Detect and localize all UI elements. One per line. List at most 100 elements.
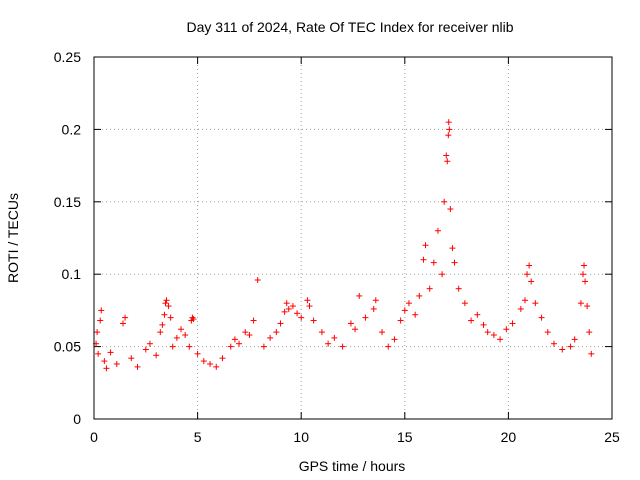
data-point	[219, 355, 226, 362]
y-tick-label: 0.2	[62, 121, 82, 137]
data-point	[447, 206, 454, 213]
data-point	[577, 300, 584, 307]
x-tick-label: 10	[293, 429, 309, 445]
data-point	[347, 320, 354, 327]
data-point	[94, 329, 101, 336]
point-layer	[93, 119, 595, 372]
data-point	[567, 343, 574, 350]
data-point	[503, 326, 510, 333]
data-point	[521, 297, 528, 304]
data-point	[250, 317, 257, 324]
data-point	[401, 307, 408, 314]
data-point	[439, 271, 446, 278]
y-axis-label: ROTI / TECUs	[5, 193, 21, 283]
data-point	[444, 158, 451, 165]
data-point	[304, 297, 311, 304]
data-point	[231, 336, 238, 343]
y-tick-label: 0	[73, 411, 81, 427]
data-point	[246, 332, 253, 339]
data-point	[167, 314, 174, 321]
data-point	[107, 349, 114, 356]
data-point	[157, 329, 164, 336]
x-tick-label: 25	[604, 429, 620, 445]
y-tick-label: 0.15	[54, 194, 81, 210]
data-point	[362, 314, 369, 321]
data-point	[416, 292, 423, 299]
data-point	[571, 336, 578, 343]
data-point	[97, 317, 104, 324]
y-tick-label: 0.25	[54, 49, 81, 65]
data-point	[405, 300, 412, 307]
data-point	[586, 329, 593, 336]
data-point	[298, 314, 305, 321]
data-point	[277, 320, 284, 327]
data-point	[422, 242, 429, 249]
data-point	[236, 340, 243, 347]
grid-layer	[94, 57, 612, 419]
data-point	[490, 332, 497, 339]
data-point	[412, 311, 419, 318]
data-point	[318, 329, 325, 336]
data-point	[391, 336, 398, 343]
data-point	[306, 303, 313, 310]
data-point	[113, 360, 120, 367]
data-point	[441, 198, 448, 205]
data-point	[254, 276, 261, 283]
data-point	[449, 245, 456, 252]
data-point	[484, 329, 491, 336]
data-point	[528, 278, 535, 285]
data-point	[517, 305, 524, 312]
data-point	[379, 329, 386, 336]
data-point	[446, 126, 453, 133]
data-point	[550, 340, 557, 347]
data-point	[186, 343, 193, 350]
data-point	[474, 311, 481, 318]
x-tick-label: 5	[194, 429, 202, 445]
data-point	[182, 332, 189, 339]
data-point	[480, 321, 487, 328]
data-point	[207, 360, 214, 367]
data-point	[200, 358, 207, 365]
data-point	[169, 343, 176, 350]
data-point	[162, 300, 169, 307]
data-point	[153, 352, 160, 359]
data-point	[397, 317, 404, 324]
data-point	[289, 303, 296, 310]
data-point	[434, 227, 441, 234]
data-point	[420, 256, 427, 263]
data-point	[544, 329, 551, 336]
data-point	[352, 326, 359, 333]
tick-label-layer: 0 5 10 15 20 25 0 0.05 0.1 0.15 0.2 0.25	[54, 49, 620, 445]
data-point	[581, 262, 588, 269]
data-point	[461, 300, 468, 307]
data-point	[445, 132, 452, 139]
tick-layer	[93, 56, 613, 420]
data-point	[356, 292, 363, 299]
x-tick-label: 15	[397, 429, 413, 445]
data-point	[443, 152, 450, 159]
data-point	[526, 262, 533, 269]
data-point	[588, 350, 595, 357]
data-point	[120, 320, 127, 327]
data-point	[310, 317, 317, 324]
data-point	[189, 314, 196, 321]
data-point	[267, 334, 274, 341]
data-point	[538, 314, 545, 321]
data-point	[159, 321, 166, 328]
data-point	[173, 334, 180, 341]
data-point	[497, 336, 504, 343]
data-point	[273, 329, 280, 336]
data-point	[294, 310, 301, 317]
data-point	[163, 297, 170, 304]
data-point	[242, 329, 249, 336]
data-point	[190, 316, 197, 323]
chart-title: Day 311 of 2024, Rate Of TEC Index for r…	[186, 19, 513, 35]
data-point	[509, 320, 516, 327]
x-tick-label: 20	[501, 429, 517, 445]
data-point	[455, 285, 462, 292]
data-point	[285, 305, 292, 312]
y-tick-label: 0.1	[62, 266, 82, 282]
x-axis-label: GPS time / hours	[299, 458, 406, 474]
